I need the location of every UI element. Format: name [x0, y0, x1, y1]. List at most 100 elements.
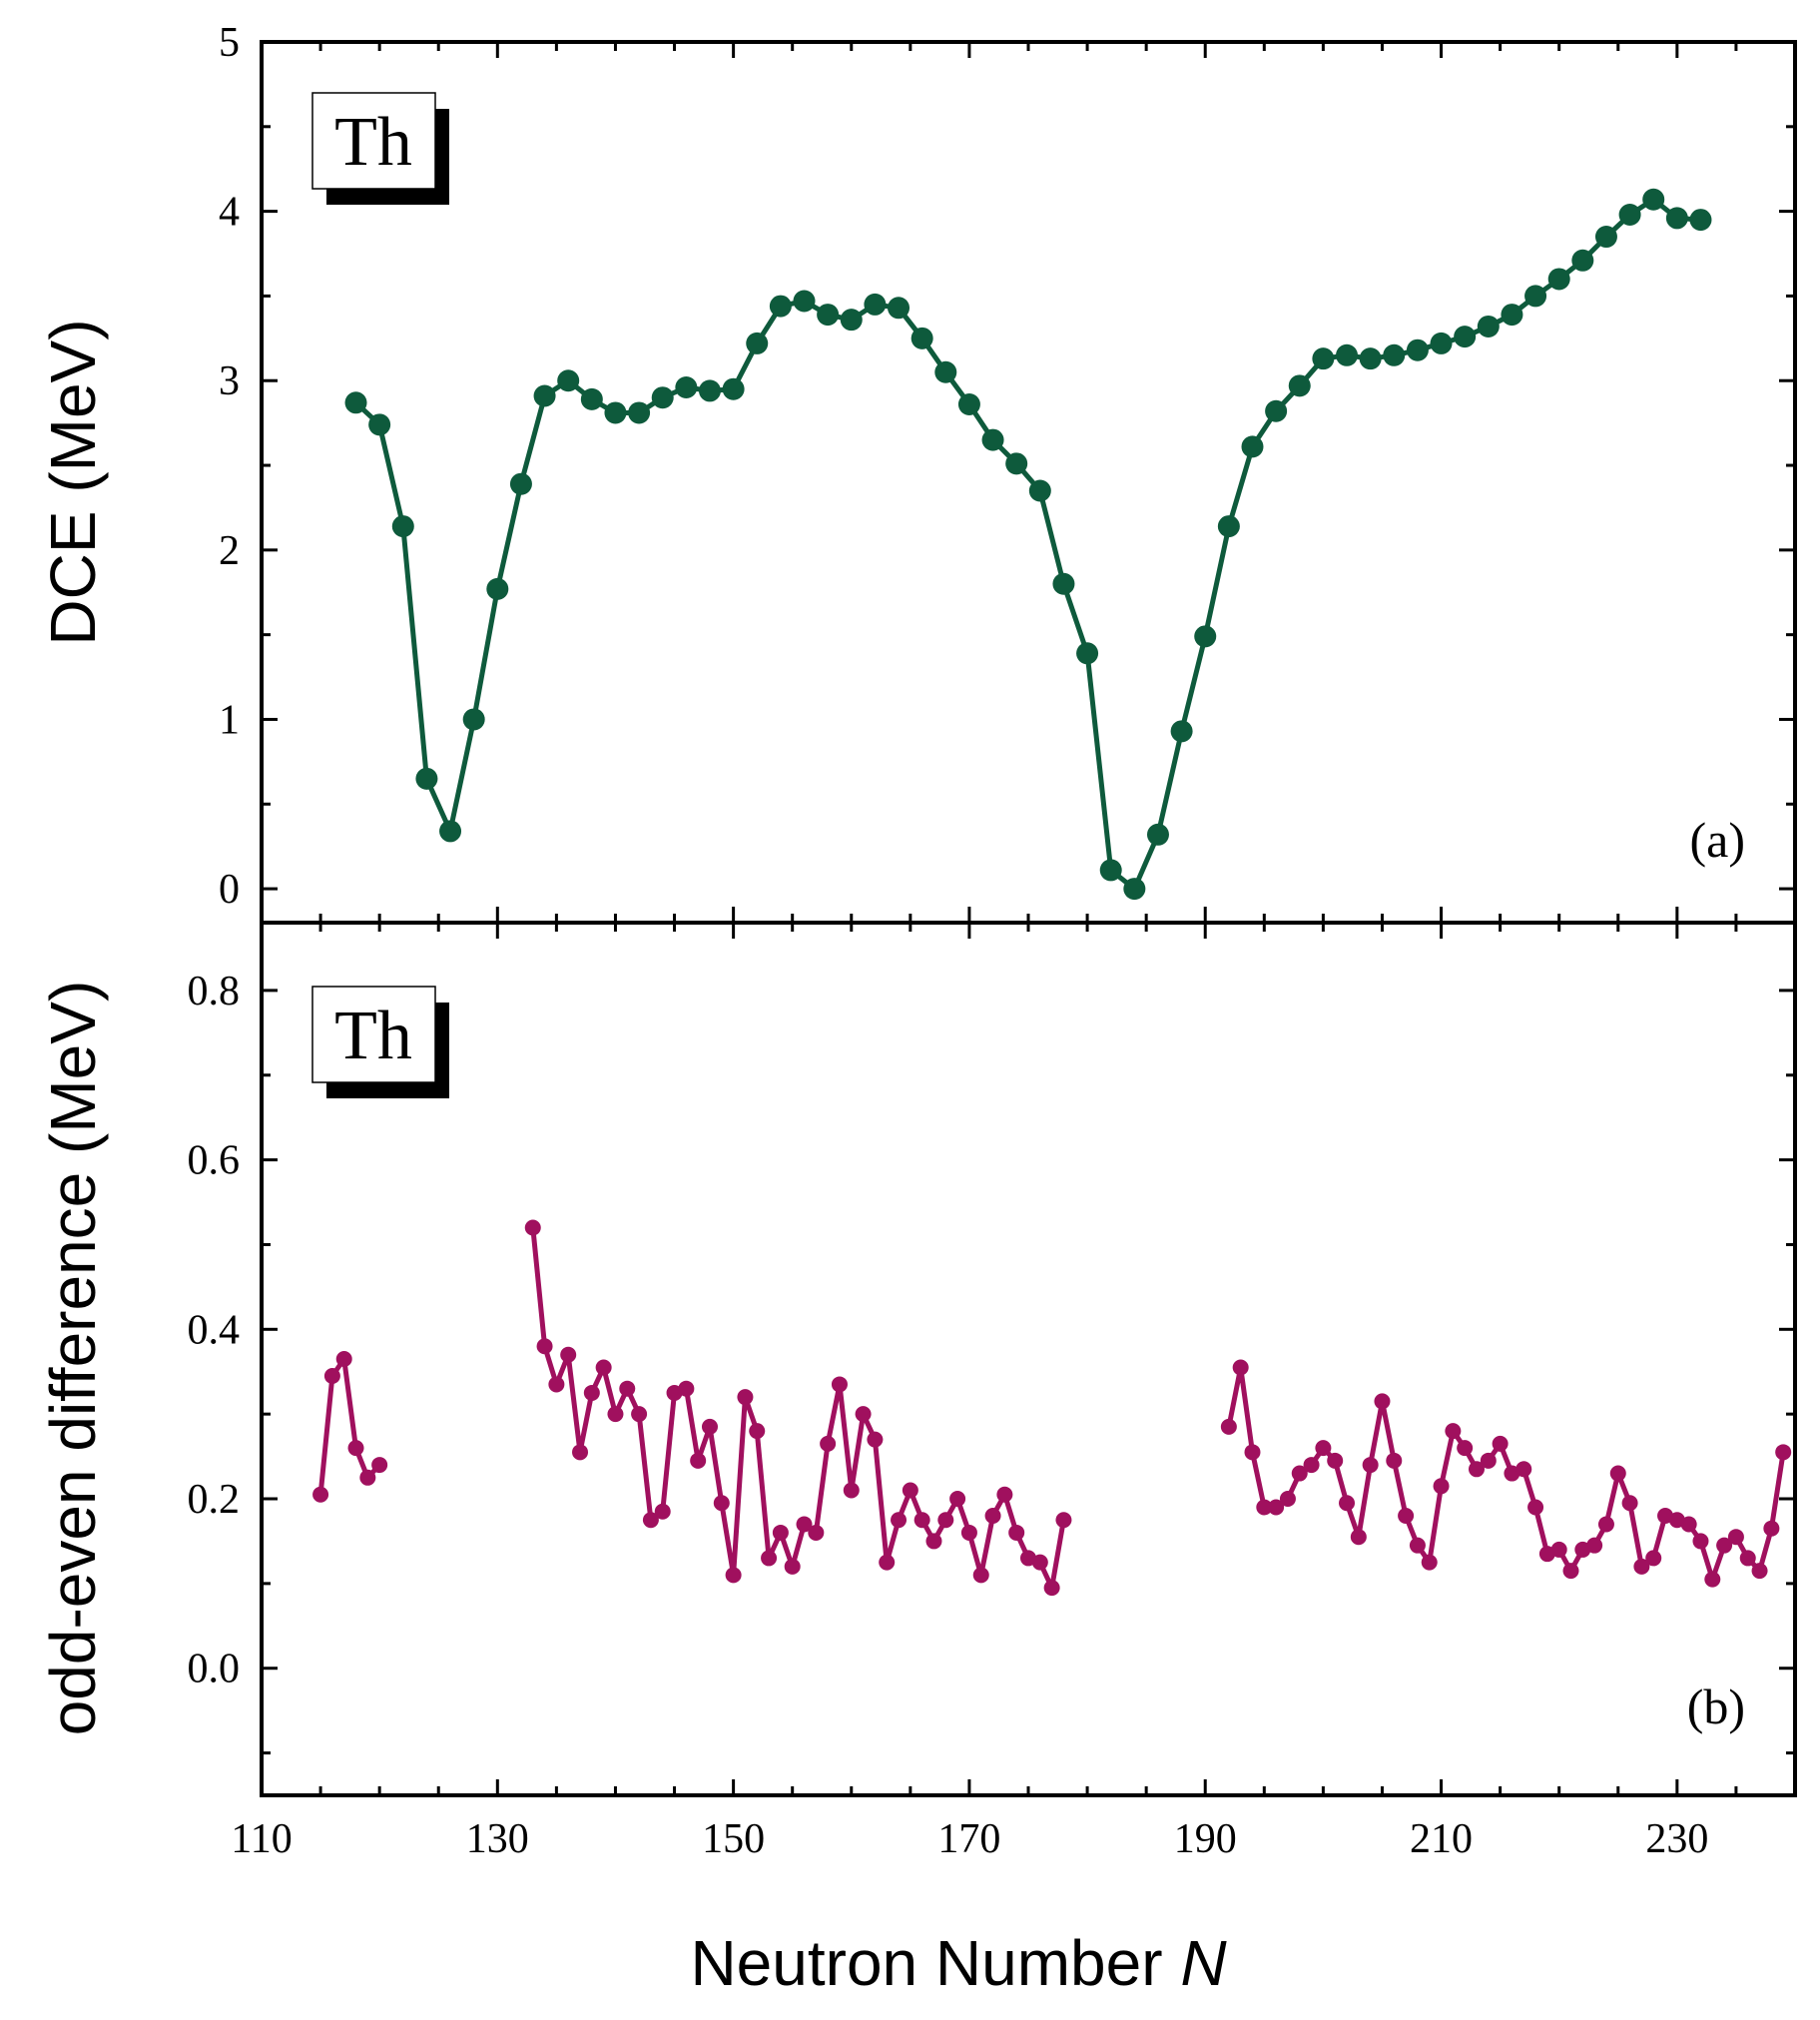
panel-a-data-point: [1099, 859, 1122, 882]
panel-b-data-point: [1680, 1516, 1697, 1533]
panel-a-data-point: [651, 386, 674, 409]
panel-a-data-point: [344, 391, 367, 414]
panel-b-data-point: [913, 1512, 930, 1529]
panel-b-data-point: [1516, 1461, 1532, 1478]
panel-a-tag: (a): [1690, 812, 1746, 868]
panel-b-data-point: [548, 1376, 565, 1393]
panel-a-data-point: [1477, 315, 1500, 337]
panel-b-data-point: [1043, 1580, 1060, 1597]
panel-b-data-point: [1362, 1457, 1379, 1474]
panel-b-data-point: [808, 1524, 825, 1541]
panel-b-data-point: [1055, 1512, 1072, 1529]
panel-b-data-point: [1727, 1529, 1744, 1546]
panel-b-data-point: [371, 1457, 388, 1474]
panel-b-data-point: [560, 1346, 577, 1363]
panel-b-data-point: [1303, 1457, 1320, 1474]
panel-b-data-point: [984, 1507, 1001, 1524]
panel-b-data-point: [1586, 1537, 1603, 1554]
panel-b-data-point: [607, 1406, 624, 1423]
panel-b-data-point: [690, 1452, 707, 1469]
panel-a-series-1: [344, 188, 1712, 901]
panel-a-data-point: [864, 293, 887, 316]
panel-b-data-point: [891, 1512, 908, 1529]
panel-a-data-point: [1665, 207, 1688, 230]
panel-b-frame: [260, 921, 1797, 1797]
panel-a-data-point: [509, 472, 532, 495]
panel-b-data-point: [1232, 1359, 1249, 1376]
panel-a-data-point: [533, 384, 556, 407]
panel-b-ytick-label: 0.8: [188, 969, 241, 1014]
panel-b-data-point: [996, 1486, 1013, 1503]
panel-a-data-point: [1005, 452, 1028, 475]
panel-b-ytick-label: 0.0: [188, 1647, 241, 1692]
panel-b-data-point: [1692, 1533, 1709, 1550]
panel-b-data-point: [1609, 1465, 1626, 1482]
panel-b-element-label: Th: [334, 998, 412, 1074]
panel-b-data-point: [1597, 1516, 1614, 1533]
panel-a-data-point: [1430, 332, 1453, 354]
panel-b-data-point: [619, 1380, 636, 1397]
panel-b-ytick-label: 0.6: [188, 1138, 241, 1184]
panel-a-data-point: [1406, 338, 1429, 361]
panel-a-data-point: [840, 309, 863, 332]
panel-a-data-point: [1594, 226, 1617, 249]
panel-b-data-point: [1421, 1554, 1438, 1571]
panel-a-data-point: [1288, 374, 1311, 397]
panel-b-ylabel: odd-even difference (MeV): [37, 981, 109, 1736]
panel-a-data-point: [486, 577, 509, 600]
x-axis-title: Neutron Number N: [690, 1927, 1227, 1999]
panel-a-data-point: [910, 327, 933, 349]
panel-b-data-point: [1256, 1499, 1273, 1516]
panel-b-data-point: [1751, 1563, 1768, 1580]
panel-a-data-point: [1689, 209, 1712, 232]
panel-a-data-point: [415, 767, 438, 790]
panel-a-data-point: [888, 297, 910, 320]
xtick-label: 190: [1174, 1816, 1237, 1862]
panel-b-data-point: [1763, 1520, 1780, 1537]
panel-b-data-point: [761, 1550, 778, 1567]
panel-b-data-point: [1445, 1423, 1462, 1440]
panel-b-data-point: [1350, 1529, 1367, 1546]
panel-b-data-point: [784, 1558, 801, 1575]
panel-a-data-point: [1028, 479, 1051, 502]
panel-a-data-point: [1312, 347, 1335, 370]
panel-a-ytick-label: 2: [219, 528, 240, 574]
panel-b-data-point: [855, 1406, 872, 1423]
panel-a-data-point: [1217, 515, 1240, 538]
panel-b-data-point: [335, 1351, 352, 1367]
panel-a-data-point: [1336, 343, 1359, 366]
panel-b-data-point: [1468, 1461, 1485, 1478]
panel-b-data-point: [572, 1444, 589, 1461]
panel-a-data-point: [1241, 435, 1264, 458]
panel-a-data-point: [1383, 343, 1406, 366]
panel-b-data-point: [1775, 1444, 1792, 1461]
panel-b-data-point: [713, 1495, 730, 1512]
panel-a-data-point: [675, 376, 698, 399]
panel-a-ytick-label: 4: [219, 190, 240, 236]
panel-b-data-point: [1621, 1495, 1638, 1512]
panel-b-ytick-label: 0.2: [188, 1477, 241, 1523]
panel-b-data-point: [701, 1418, 718, 1435]
xtick-label: 230: [1645, 1816, 1708, 1862]
panel-b-data-point: [1550, 1541, 1567, 1558]
panel-a-data-point: [769, 295, 792, 318]
panel-b-data-point: [323, 1367, 340, 1384]
xtick-label: 110: [231, 1816, 292, 1862]
panel-a-data-point: [1454, 326, 1477, 348]
panel-b-data-point: [949, 1491, 966, 1508]
panel-b-data-point: [1704, 1571, 1721, 1588]
panel-a-data-point: [462, 708, 485, 731]
panel-b-data-point: [879, 1554, 896, 1571]
panel-b-data-point: [972, 1567, 989, 1584]
panel-b-data-point: [1244, 1444, 1261, 1461]
panel-b-data-point: [1433, 1478, 1450, 1495]
panel-b-series-3: [1220, 1359, 1792, 1588]
x-axis-title-variable: N: [1180, 1927, 1227, 1999]
panel-a-data-point: [793, 290, 816, 313]
panel-a-ytick-label: 0: [219, 867, 240, 913]
panel-b-odd-even-chart: 0.0 0.2 0.4 0.6 0.8 odd-even difference (MeV)…: [37, 921, 1797, 1797]
panel-a-label-box: [311, 92, 436, 190]
panel-a-data-point: [1052, 572, 1075, 595]
panel-b-data-point: [1398, 1507, 1415, 1524]
panel-b-data-point: [737, 1389, 754, 1406]
